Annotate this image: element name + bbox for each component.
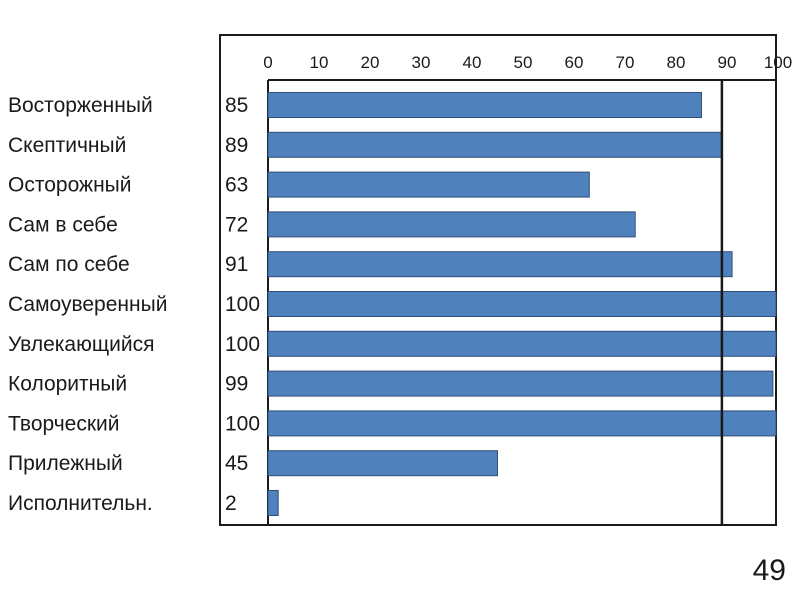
- bar: [267, 450, 498, 477]
- bar: [267, 171, 590, 198]
- value-label: 85: [225, 94, 248, 117]
- bar: [267, 211, 636, 238]
- value-label: 100: [225, 333, 260, 356]
- value-label: 100: [225, 293, 260, 316]
- category-label: Скептичный: [8, 134, 126, 157]
- bar: [267, 131, 723, 158]
- bar: [267, 251, 733, 278]
- value-label: 91: [225, 253, 248, 276]
- x-tick-label: 60: [565, 53, 584, 72]
- category-label: Сам по себе: [8, 253, 130, 276]
- page-number: 49: [752, 554, 786, 587]
- x-tick-label: 20: [361, 53, 380, 72]
- value-label: 89: [225, 134, 248, 157]
- bar: [267, 410, 777, 437]
- value-label: 2: [225, 492, 237, 515]
- value-label: 45: [225, 452, 248, 475]
- category-label: Творческий: [8, 412, 120, 435]
- bar: [267, 490, 279, 516]
- x-tick-label: 90: [718, 53, 737, 72]
- x-tick-label: 0: [263, 53, 272, 72]
- chart-frame: [219, 34, 777, 526]
- x-tick-label: 80: [667, 53, 686, 72]
- x-tick-label: 40: [463, 53, 482, 72]
- category-label: Осторожный: [8, 174, 132, 197]
- x-tick-label: 100: [764, 53, 792, 72]
- bar: [267, 291, 777, 317]
- value-label: 100: [225, 412, 260, 435]
- category-label: Прилежный: [8, 452, 123, 475]
- value-label: 99: [225, 373, 248, 396]
- category-label: Исполнительн.: [8, 492, 153, 515]
- category-label: Колоритный: [8, 373, 127, 396]
- x-tick-label: 70: [616, 53, 635, 72]
- x-tick-label: 10: [310, 53, 329, 72]
- category-label: Сам в себе: [8, 213, 118, 236]
- x-tick-label: 50: [514, 53, 533, 72]
- bar: [267, 370, 774, 397]
- category-label: Увлекающийся: [8, 333, 154, 356]
- value-label: 72: [225, 213, 248, 236]
- bar: [267, 92, 702, 118]
- bar: [267, 330, 777, 357]
- x-tick-label: 30: [412, 53, 431, 72]
- value-label: 63: [225, 174, 248, 197]
- category-label: Самоуверенный: [8, 293, 167, 316]
- category-label: Восторженный: [8, 94, 153, 117]
